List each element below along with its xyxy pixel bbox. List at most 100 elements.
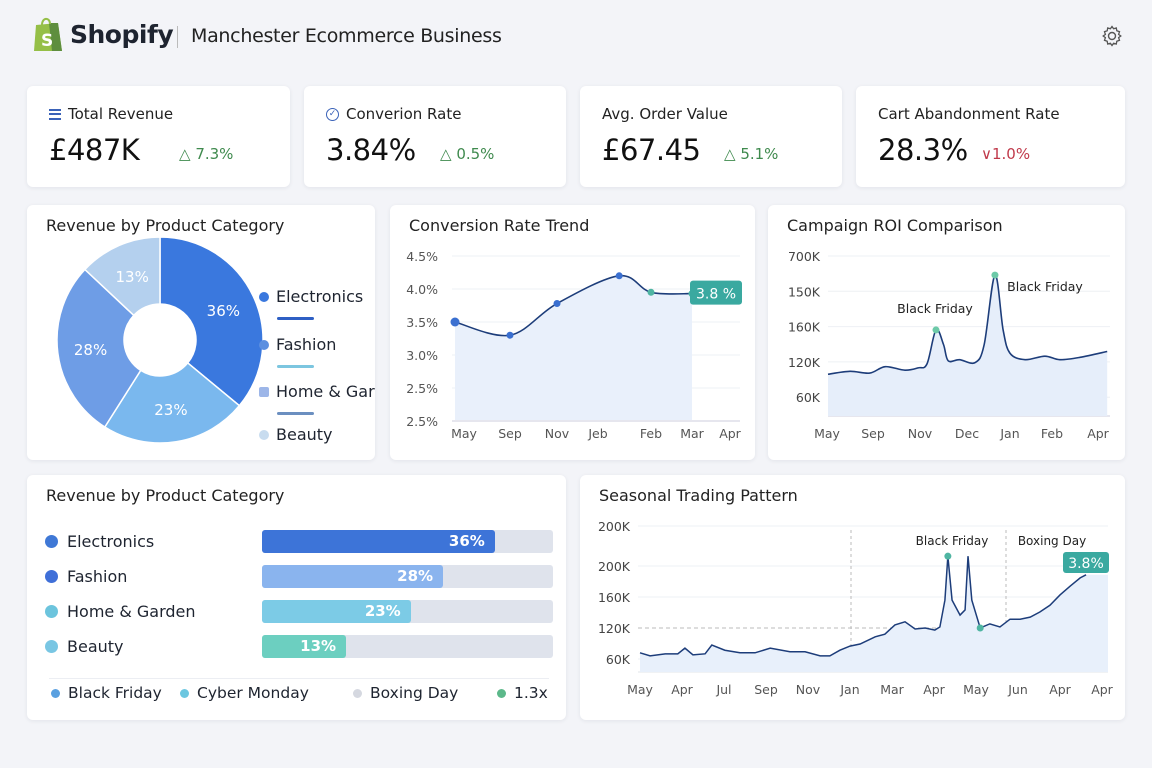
peak-marker — [932, 326, 940, 334]
legend-line — [277, 365, 314, 368]
roi-area-chart: 700K 150K 160K 120K 60K May Sep Nov Dec Jan Feb Apr… — [788, 249, 1110, 441]
conversion-line-chart: 4.5% 4.0% 3.5% 3.0% 2.5% 2.5% May Sep Nov Jeb Feb M… — [406, 249, 742, 441]
y-tick-label: 4.0% — [406, 282, 438, 297]
pie-card: Revenue by Product Category 36% 23% 28% 13%… — [27, 205, 375, 460]
x-tick-label: Apr — [1091, 682, 1113, 697]
category-label: Home & Garden — [67, 602, 196, 621]
bar-legend: Black Friday Cyber Monday Boxing Day 1.3x — [47, 684, 557, 706]
conversion-trend-card: Conversion Rate Trend 4.5% 4.0% 3.5% 3.0% 2.… — [390, 205, 755, 460]
kpi-value: 28.3% — [878, 133, 968, 167]
peak-marker — [944, 552, 952, 560]
kpi-delta: △ 5.1% — [724, 145, 779, 163]
page-title: Manchester Ecommerce Business — [191, 25, 502, 47]
y-tick-label: 700K — [788, 249, 821, 264]
series-line — [639, 556, 1087, 657]
x-tick-label: Apr — [1049, 682, 1071, 697]
kpi-value: £67.45 — [602, 133, 701, 167]
bar-row: Beauty 13% — [27, 635, 566, 659]
y-tick-label: 200K — [598, 559, 631, 574]
legend-dot — [497, 689, 506, 698]
pie-slice-beauty — [83, 236, 161, 317]
header: S Shopify Manchester Ecommerce Business — [0, 0, 1152, 70]
area-fill — [455, 275, 692, 420]
y-tick-label: 3.0% — [406, 348, 438, 363]
category-label: Beauty — [67, 637, 124, 656]
bar-fill: 36% — [262, 530, 495, 553]
list-icon — [49, 108, 61, 120]
shopify-logo-icon: S — [34, 17, 62, 51]
bar-rows: Electronics 36% Fashion 28% Home & Garde… — [27, 530, 566, 670]
chart-title: Revenue by Product Category — [46, 486, 285, 505]
kpi-value: £487K — [49, 133, 140, 167]
y-tick-label: 3.5% — [406, 315, 438, 330]
category-dot — [45, 605, 58, 618]
peak-marker — [976, 624, 984, 632]
divider — [49, 678, 549, 679]
pie-slice-home-garden — [103, 361, 241, 444]
kpi-delta: △ 7.3% — [179, 145, 234, 163]
legend-dot — [180, 689, 189, 698]
x-tick-label: Sep — [754, 682, 778, 697]
x-tick-label: May — [814, 426, 840, 441]
bar-value-label: 36% — [448, 532, 485, 550]
pie-slice-label: 13% — [116, 268, 149, 286]
legend-item: Boxing Day — [353, 684, 458, 702]
data-point — [450, 317, 460, 327]
annotation-label: Black Friday — [897, 301, 973, 316]
bar-value-label: 23% — [364, 602, 401, 620]
bar-track: 23% — [262, 600, 553, 623]
x-tick-label: Sep — [498, 426, 522, 441]
legend-label: Boxing Day — [370, 684, 459, 702]
gear-icon[interactable] — [1100, 24, 1124, 48]
series-line — [827, 274, 1108, 376]
y-tick-label: 120K — [788, 355, 821, 370]
x-tick-label: Nov — [908, 426, 933, 441]
bar-row: Home & Garden 23% — [27, 600, 566, 624]
peak-marker — [991, 271, 999, 279]
x-tick-label: Mar — [880, 682, 904, 697]
annotation-label: Black Friday — [1007, 279, 1083, 294]
chart-title: Campaign ROI Comparison — [787, 216, 1003, 235]
x-tick-label: Jan — [999, 426, 1019, 441]
x-tick-label: Sep — [861, 426, 885, 441]
pie-chart: 36% 23% 28% 13% — [56, 236, 264, 444]
bar-fill: 13% — [262, 635, 347, 658]
legend-item: 1.3x — [497, 684, 548, 702]
chart-title: Seasonal Trading Pattern — [599, 486, 798, 505]
seasonal-pattern-card: Seasonal Trading Pattern 200K 200K 160K 120… — [580, 475, 1125, 720]
bar-row: Electronics 36% — [27, 530, 566, 554]
value-badge-label: 3.8% — [1068, 556, 1104, 572]
kpi-cart-abandonment: Cart Abandonment Rate 28.3% ∨1.0% — [856, 86, 1125, 187]
y-tick-label: 200K — [598, 519, 631, 534]
category-dot — [45, 570, 58, 583]
x-tick-label: Jeb — [587, 426, 607, 441]
value-badge — [690, 280, 742, 305]
category-dot — [45, 640, 58, 653]
data-point — [553, 300, 561, 308]
kpi-avg-order-value: Avg. Order Value £67.45 △ 5.1% — [580, 86, 842, 187]
legend-item-home-garden: Home & Gari — [259, 382, 375, 401]
svg-text:S: S — [41, 31, 53, 51]
x-tick-label: Feb — [640, 426, 662, 441]
value-badge-label: 3.8 % — [696, 287, 736, 303]
area-fill — [640, 556, 1108, 672]
legend-item: Cyber Monday — [180, 684, 309, 702]
kpi-label: Total Revenue — [68, 105, 174, 123]
x-tick-label: Apr — [671, 682, 693, 697]
category-bars-card: Revenue by Product Category Electronics … — [27, 475, 566, 720]
data-point — [647, 288, 655, 296]
seasonal-area-chart: 200K 200K 160K 120K 60K May Apr Jul Sep Nov Jan Mar… — [598, 519, 1114, 697]
y-tick-label: 160K — [788, 320, 821, 335]
legend-label: 1.3x — [514, 684, 548, 702]
pie-slice-label: 28% — [74, 341, 107, 359]
pie-slice-label: 23% — [154, 401, 187, 419]
y-tick-label: 120K — [598, 621, 631, 636]
pie-slice-label: 36% — [207, 302, 240, 320]
legend-item: Black Friday — [51, 684, 162, 702]
area-fill — [828, 274, 1108, 416]
bar-fill: 28% — [262, 565, 444, 588]
category-label: Fashion — [67, 567, 128, 586]
legend-label: Cyber Monday — [197, 684, 309, 702]
kpi-value: 3.84% — [326, 133, 416, 167]
legend-line — [277, 412, 314, 415]
